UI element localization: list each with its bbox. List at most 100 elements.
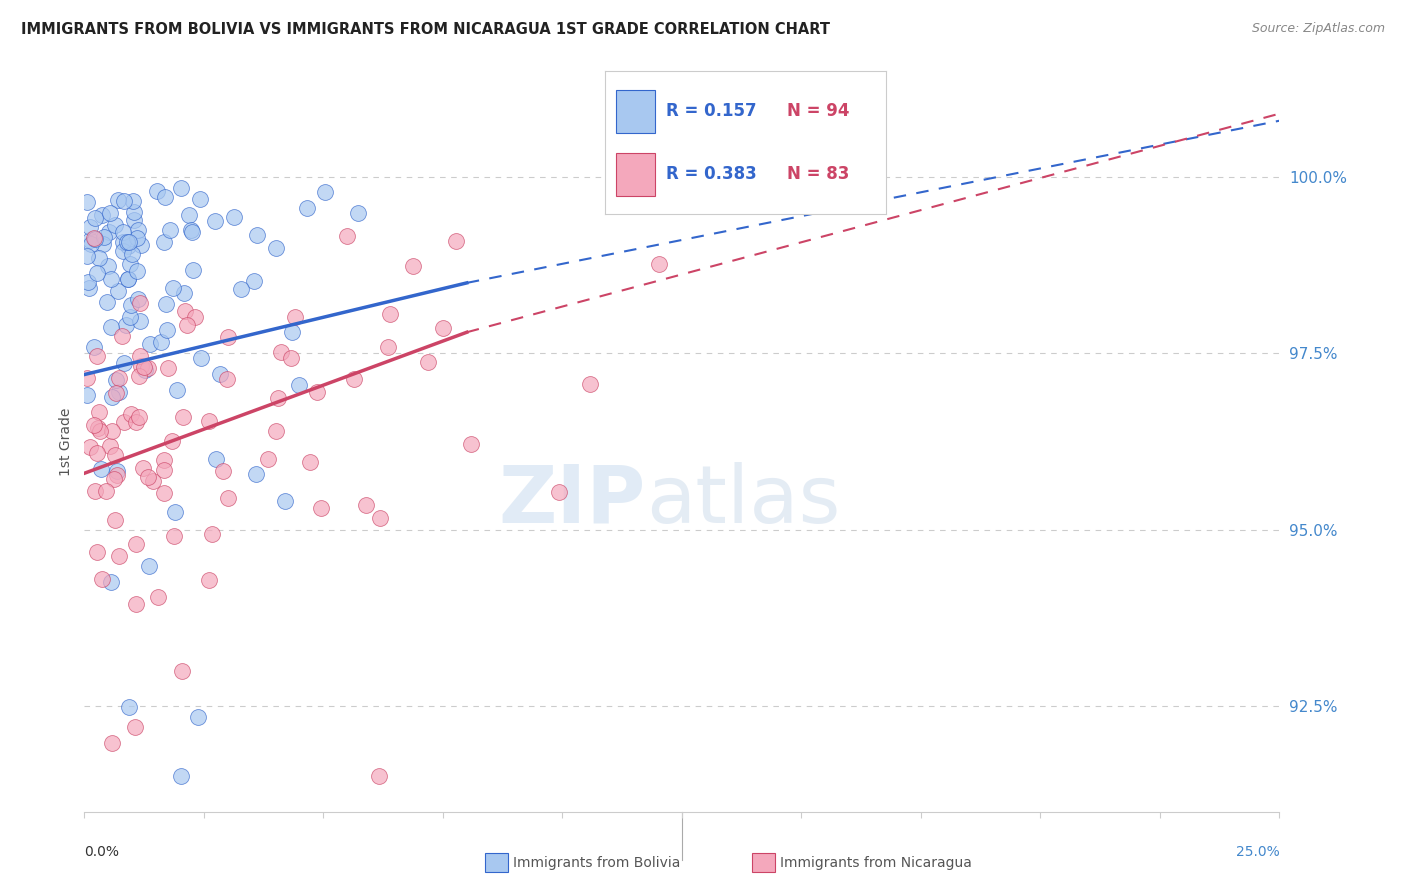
Point [111,225,134,239]
Point [107,467,129,482]
Point [124,720,146,734]
Point [103,472,125,486]
Point [122,205,145,219]
Point [153,189,176,203]
Point [145,184,167,198]
Point [343,372,366,386]
Point [77,275,100,289]
Point [309,500,332,515]
Point [460,437,482,451]
Point [579,377,602,392]
Point [84,483,107,498]
Point [114,318,136,332]
Point [128,314,150,328]
Point [134,363,156,377]
Point [112,356,135,370]
Point [184,310,207,324]
Point [142,474,165,488]
Point [127,222,149,236]
Y-axis label: 1st Grade: 1st Grade [59,408,73,475]
Text: atlas: atlas [647,462,841,540]
Point [104,448,127,462]
Point [150,334,173,349]
Point [297,201,319,215]
Point [201,527,224,541]
Text: R = 0.383: R = 0.383 [666,165,758,183]
Point [160,434,183,449]
Point [111,244,134,259]
Point [96,294,118,309]
Point [80,237,103,252]
Point [129,296,152,310]
Point [281,325,304,339]
Point [153,485,176,500]
Point [152,235,174,249]
Point [117,239,139,253]
Point [134,360,156,375]
Point [118,310,141,324]
Point [245,467,267,481]
Point [111,329,134,343]
Point [127,264,149,278]
Text: R = 0.157: R = 0.157 [666,103,756,120]
Point [121,247,143,261]
Point [128,410,150,425]
Point [104,513,127,527]
Point [179,208,201,222]
Point [354,499,377,513]
Point [139,337,162,351]
Point [86,266,108,280]
Text: N = 94: N = 94 [787,103,849,120]
Point [270,344,292,359]
Point [76,371,98,385]
Point [347,206,370,220]
Point [418,355,440,369]
Point [163,528,186,542]
Point [217,330,239,344]
Point [83,231,105,245]
Point [77,281,100,295]
Point [180,223,202,237]
Point [107,193,129,207]
Point [314,185,336,199]
Point [172,409,194,424]
Point [132,460,155,475]
Point [187,710,209,724]
Text: 0.0%: 0.0% [84,845,120,859]
Point [90,208,112,222]
Point [274,494,297,508]
Point [444,234,467,248]
Point [229,282,252,296]
Point [129,359,152,374]
Point [280,351,302,365]
Point [368,769,391,783]
Point [181,226,204,240]
Point [91,236,114,251]
Point [159,223,181,237]
Point [117,272,139,286]
Point [647,257,669,271]
Point [162,281,184,295]
Point [170,180,193,194]
Point [100,574,122,589]
Point [266,241,288,255]
Point [264,424,287,438]
Point [432,320,454,334]
Point [288,378,311,392]
Point [205,451,228,466]
Point [138,558,160,573]
Point [86,544,108,558]
Point [170,664,193,678]
Point [299,455,322,469]
Point [83,340,105,354]
Point [129,349,152,363]
Point [267,391,290,405]
Point [101,390,124,404]
Point [173,286,195,301]
Point [87,421,110,435]
Point [98,439,121,453]
Point [122,212,145,227]
Point [97,225,120,239]
Point [127,231,149,245]
Point [402,260,425,274]
